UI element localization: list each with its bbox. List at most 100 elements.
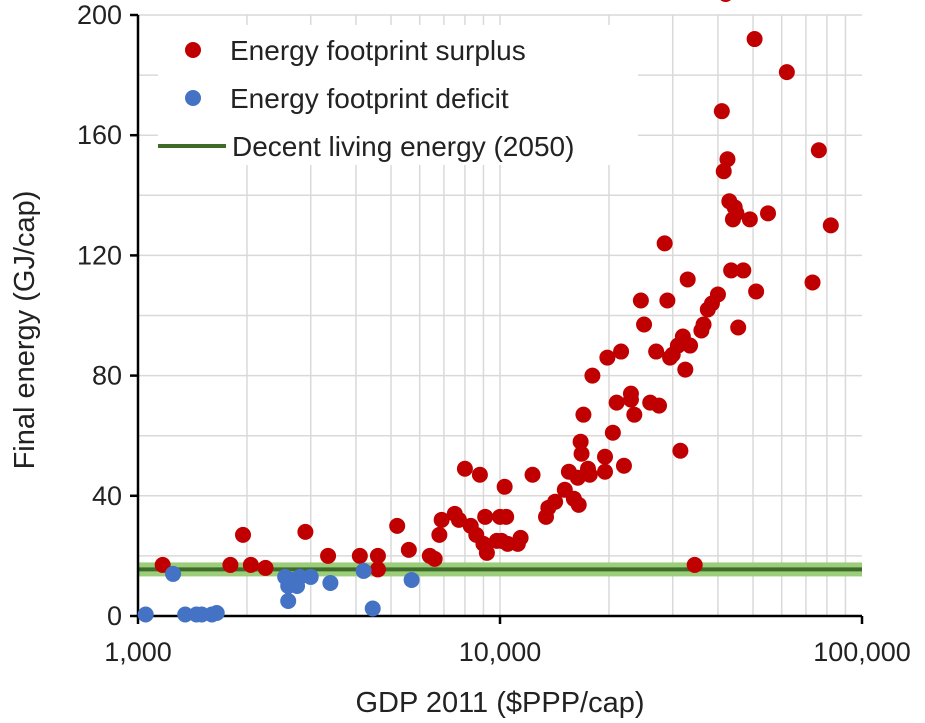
axes [130, 13, 864, 624]
surplus-point [389, 517, 406, 534]
surplus-point [242, 556, 259, 573]
surplus-point [730, 319, 747, 336]
surplus-point [512, 529, 529, 546]
surplus-point [677, 361, 694, 378]
surplus-point [572, 433, 589, 450]
y-tick-label: 80 [92, 361, 122, 391]
legend-deficit-marker [185, 90, 201, 106]
surplus-point [720, 0, 731, 2]
surplus-point [456, 460, 473, 477]
surplus-point [369, 561, 386, 578]
surplus-point [570, 496, 587, 513]
surplus-point [154, 556, 171, 573]
surplus-point [741, 211, 758, 228]
deficit-point [355, 562, 372, 579]
x-tick-label: 10,000 [459, 637, 542, 667]
surplus-point [648, 343, 665, 360]
deficit-point [165, 565, 182, 582]
y-axis-title: Final energy (GJ/cap) [9, 191, 41, 470]
y-tick-labels: 0 40 80 120 160 200 [77, 0, 122, 631]
y-tick-label: 0 [107, 601, 122, 631]
surplus-point [573, 445, 590, 462]
y-tick-label: 120 [77, 240, 122, 270]
data-points [137, 0, 839, 623]
surplus-point [679, 271, 696, 288]
deficit-point [137, 606, 154, 623]
deficit-point [177, 606, 194, 623]
legend-background [158, 25, 638, 165]
surplus-point [222, 556, 239, 573]
surplus-point [498, 508, 515, 525]
surplus-point [584, 367, 601, 384]
surplus-point [426, 550, 443, 567]
surplus-point [748, 283, 765, 300]
surplus-point [547, 493, 564, 510]
surplus-point [636, 316, 653, 333]
surplus-point [369, 547, 386, 564]
surplus-point [450, 511, 467, 528]
x-tick-label: 1,000 [104, 637, 172, 667]
surplus-point [626, 406, 643, 423]
y-tick-label: 160 [77, 120, 122, 150]
surplus-point [622, 385, 639, 402]
surplus-point [234, 526, 251, 543]
surplus-point [778, 64, 795, 81]
surplus-point [746, 31, 763, 48]
surplus-point [760, 205, 777, 222]
surplus-point [400, 541, 417, 558]
surplus-point [713, 103, 730, 120]
deficit-series [137, 562, 420, 623]
surplus-point [596, 463, 613, 480]
surplus-series [154, 0, 839, 578]
surplus-point [496, 478, 513, 495]
surplus-point [351, 547, 368, 564]
surplus-point [659, 292, 676, 309]
surplus-point [656, 235, 673, 252]
surplus-point [477, 508, 494, 525]
deficit-point [322, 574, 339, 591]
surplus-point [320, 547, 337, 564]
legend-surplus-marker [185, 42, 201, 58]
surplus-point [608, 394, 625, 411]
x-tick-label: 100,000 [813, 637, 911, 667]
surplus-point [651, 397, 668, 414]
surplus-point [478, 544, 495, 561]
surplus-point [524, 466, 541, 483]
surplus-point [575, 406, 592, 423]
surplus-point [810, 142, 827, 159]
surplus-point [599, 349, 616, 366]
surplus-point [632, 292, 649, 309]
surplus-point [735, 262, 752, 279]
surplus-point [297, 523, 314, 540]
surplus-point [433, 511, 450, 528]
surplus-point [709, 286, 726, 303]
surplus-point [672, 442, 689, 459]
legend-surplus-label: Energy footprint surplus [230, 35, 526, 66]
surplus-point [682, 337, 699, 354]
surplus-point [822, 217, 839, 234]
legend: Energy footprint surplus Energy footprin… [158, 25, 638, 165]
surplus-point [471, 466, 488, 483]
surplus-point [804, 274, 821, 291]
surplus-point [719, 151, 736, 168]
deficit-point [364, 600, 381, 617]
surplus-point [581, 466, 598, 483]
surplus-point [257, 559, 274, 576]
legend-deficit-label: Energy footprint deficit [230, 83, 509, 114]
deficit-point [302, 568, 319, 585]
x-axis-title: GDP 2011 ($PPP/cap) [355, 687, 644, 719]
deficit-point [208, 604, 225, 621]
surplus-point [613, 343, 630, 360]
deficit-point [280, 592, 297, 609]
y-tick-label: 40 [92, 481, 122, 511]
surplus-point [686, 556, 703, 573]
surplus-point [723, 262, 740, 279]
surplus-point [728, 205, 745, 222]
surplus-point [431, 526, 448, 543]
y-tick-label: 200 [77, 0, 122, 30]
x-tick-labels: 1,000 10,000 100,000 [104, 637, 911, 667]
surplus-point [615, 457, 632, 474]
surplus-point [596, 448, 613, 465]
legend-reference-line-label: Decent living energy (2050) [232, 131, 574, 162]
